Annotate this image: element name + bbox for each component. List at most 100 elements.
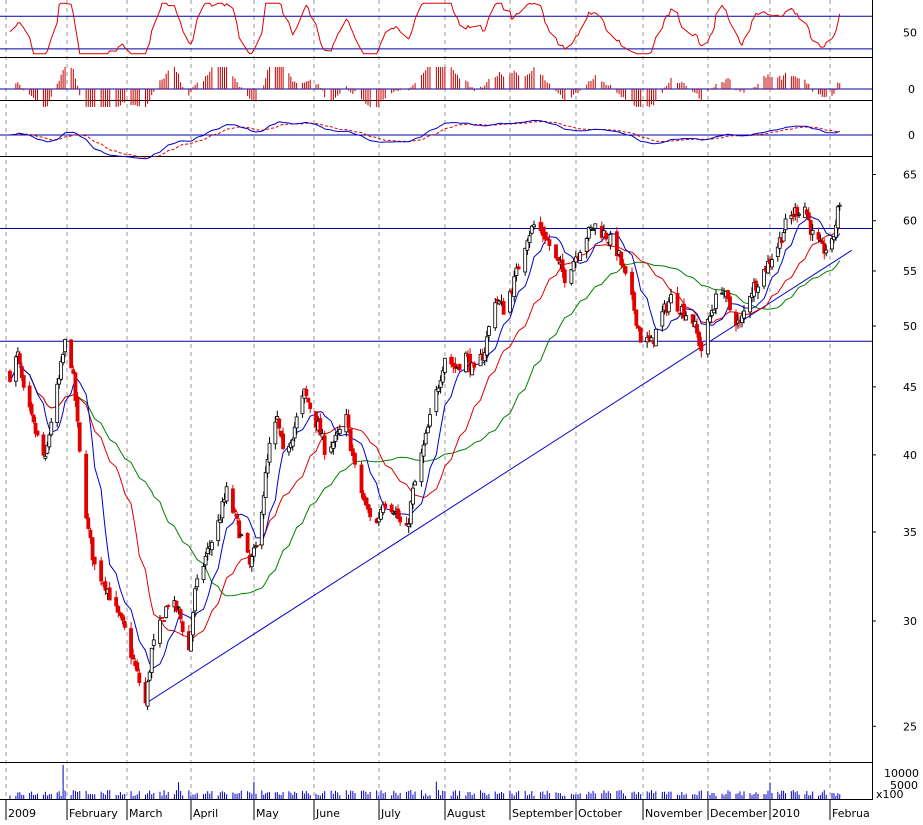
candle-body [632, 292, 637, 311]
candle-body [329, 446, 334, 453]
month-label: April [193, 807, 218, 820]
candle-body [423, 432, 428, 445]
candle-body [322, 435, 327, 455]
candle-body [19, 365, 24, 379]
candle-body [318, 418, 323, 436]
candle-body [320, 433, 325, 438]
candle-body [406, 523, 411, 528]
candle-body [653, 328, 658, 347]
candle-body [162, 620, 166, 622]
candle-body [457, 364, 462, 371]
candle-body [619, 251, 624, 266]
candle-body [589, 227, 593, 230]
moving-average-long [9, 260, 841, 597]
candle-body [353, 453, 357, 465]
candle-body [705, 319, 710, 355]
candle-body [43, 455, 48, 459]
candle-body [666, 301, 671, 313]
candle-body [178, 609, 183, 620]
candle-body [77, 422, 82, 452]
candle-body [209, 541, 214, 551]
candle-body [604, 232, 608, 240]
candle-body [538, 221, 543, 232]
candle-body [160, 617, 164, 619]
candle-body [554, 244, 558, 259]
candle-body [27, 385, 32, 408]
candle-body [75, 397, 80, 422]
candle-body [591, 229, 596, 231]
candle-body [55, 383, 60, 423]
candle-body [830, 238, 834, 250]
candle-body [203, 555, 208, 566]
candle-body [333, 434, 338, 442]
candle-body [180, 621, 185, 632]
candle-body [516, 266, 521, 270]
candle-body [543, 231, 547, 240]
month-label: November [645, 807, 703, 820]
candle-body [636, 325, 641, 329]
candle-body [484, 336, 489, 356]
candle-body [145, 681, 150, 707]
candle-body [281, 433, 285, 449]
candle-body [569, 269, 574, 284]
candle-body [306, 397, 311, 403]
candle-body [84, 453, 89, 519]
candle-body [783, 218, 788, 231]
candle-body [512, 276, 517, 298]
candle-body [781, 232, 786, 242]
price-tick-label: 50 [903, 320, 917, 333]
price-tick-label: 60 [903, 215, 917, 228]
vertical-gridlines [5, 0, 831, 799]
candle-body [584, 238, 589, 252]
candle-body [487, 326, 491, 336]
candle-body [795, 207, 800, 217]
candle-body [421, 444, 426, 457]
candle-body [31, 414, 36, 423]
month-label: June [315, 807, 340, 820]
candle-body [99, 560, 104, 582]
candle-body [135, 662, 140, 672]
candle-body [267, 442, 272, 463]
candle-body [714, 293, 718, 309]
candle-body [189, 631, 193, 652]
candle-body [634, 309, 639, 326]
candle-body [482, 352, 487, 362]
candle-body [560, 259, 565, 272]
candle-body [13, 356, 18, 382]
candle-body [438, 380, 443, 388]
candle-body [837, 204, 842, 207]
month-label: March [129, 807, 163, 820]
candle-body [697, 332, 702, 347]
candle-body [586, 226, 591, 239]
candle-body [728, 296, 732, 311]
candle-body [361, 493, 366, 501]
candle-body [158, 619, 162, 644]
candle-body [220, 501, 225, 519]
candle-body [122, 620, 127, 628]
candle-body [308, 402, 313, 409]
candle-body [699, 342, 704, 352]
candle-body [116, 606, 121, 613]
candle-body [690, 314, 695, 324]
month-label: Februa [832, 807, 870, 820]
candle-body [770, 259, 774, 268]
momentum-panel [0, 67, 872, 107]
candle-body [578, 252, 583, 261]
volume-tick-label: 10000 [884, 767, 919, 780]
macd-panel [0, 119, 872, 160]
candle-body [810, 230, 815, 235]
candle-body [824, 249, 829, 254]
candle-body [540, 227, 545, 236]
candle-body [86, 517, 91, 529]
candle-body [562, 269, 567, 284]
rsi-line [9, 2, 841, 55]
candle-body [527, 235, 532, 244]
candle-body [453, 363, 458, 369]
candle-body [669, 294, 673, 304]
candle-body [263, 472, 268, 499]
candle-body [33, 422, 38, 434]
candle-body [428, 414, 432, 427]
candle-body [277, 418, 282, 429]
